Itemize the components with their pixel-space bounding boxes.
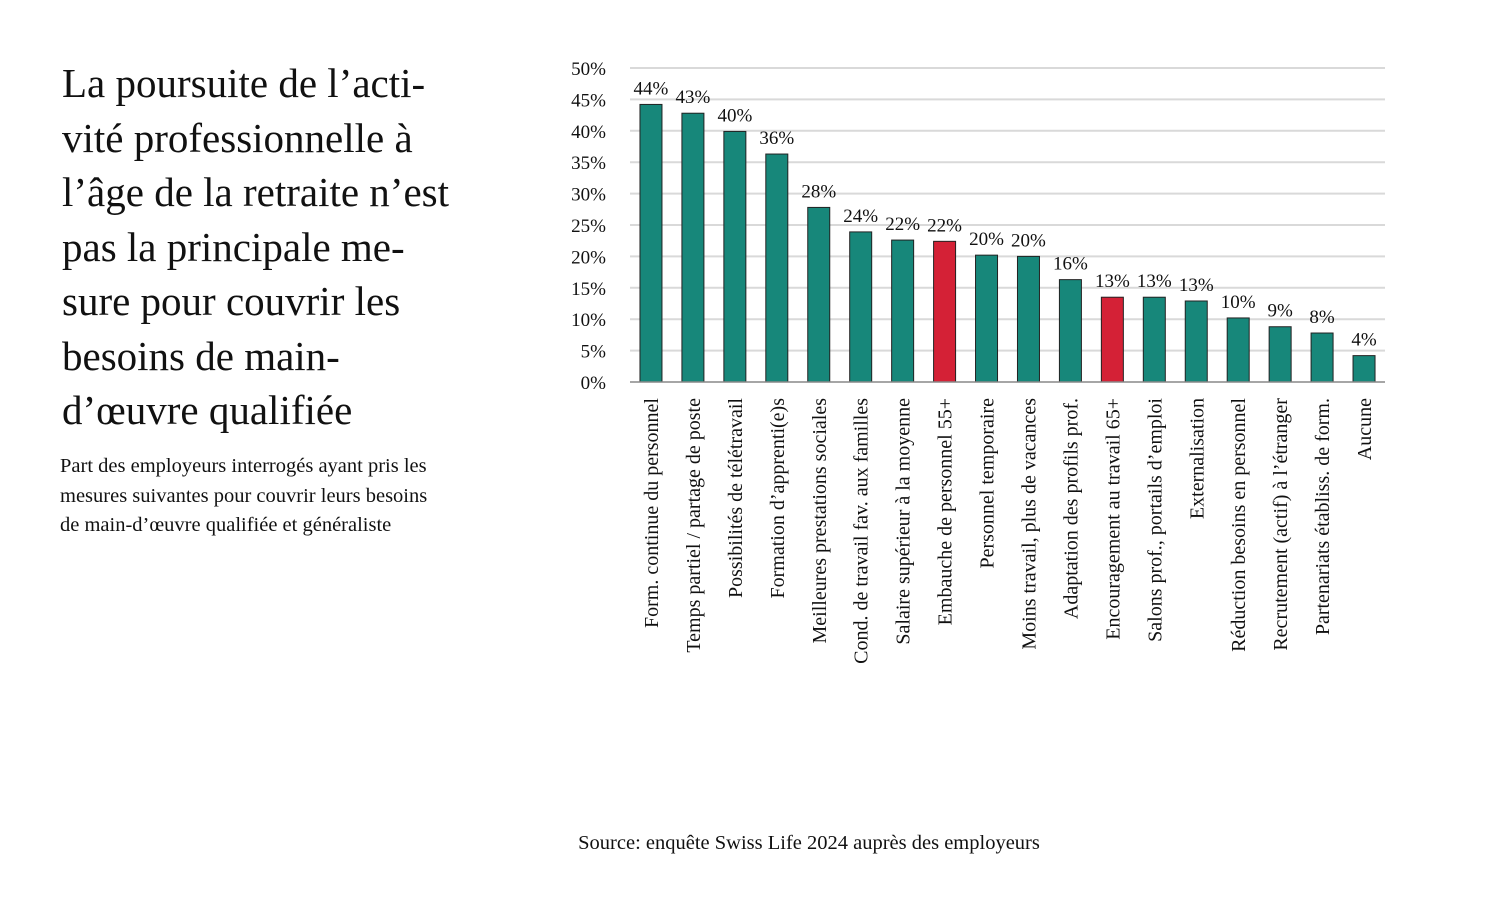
bar-3 <box>723 130 747 383</box>
x-tick-label: Salons prof., portails d’emploi <box>1144 398 1166 642</box>
data-label: 20% <box>1011 230 1046 251</box>
x-tick-label: Moins travail, plus de vacances <box>1018 398 1040 650</box>
x-tick-label: Externalisation <box>1186 398 1208 519</box>
y-tick-label: 30% <box>571 185 606 206</box>
y-tick-label: 50% <box>571 59 606 80</box>
bar-18 <box>1352 355 1376 383</box>
bar-16 <box>1268 326 1292 383</box>
bar-1 <box>639 103 663 383</box>
x-axis-ticks: Form. continue du personnel Temps partiel… <box>641 398 1376 664</box>
data-label: 24% <box>843 206 878 227</box>
y-tick-label: 35% <box>571 153 606 174</box>
x-tick-label: Adaptation des profils prof. <box>1060 398 1082 619</box>
x-tick-label: Formation d’apprenti(e)s <box>767 398 789 599</box>
page-title: La poursuite de l’acti- vité professionn… <box>62 60 449 433</box>
data-label: 36% <box>759 128 794 149</box>
gridlines <box>630 67 1385 352</box>
x-tick-label: Réduction besoins en personnel <box>1228 398 1250 652</box>
data-label: 16% <box>1053 254 1088 275</box>
bar-12 <box>1100 296 1124 383</box>
data-label: 28% <box>801 181 836 202</box>
data-label: 40% <box>717 105 752 126</box>
bar-6 <box>849 231 873 383</box>
y-tick-label: 10% <box>571 310 606 331</box>
x-tick-label: Embauche de personnel 55+ <box>935 398 957 625</box>
x-tick-label: Meilleures prestations sociales <box>809 398 831 644</box>
bar-7 <box>891 239 915 383</box>
x-tick-label: Cond. de travail fav. aux familles <box>851 398 873 664</box>
bar-10 <box>1016 255 1040 383</box>
y-tick-label: 15% <box>571 279 606 300</box>
data-label: 43% <box>676 87 711 108</box>
data-label: 9% <box>1267 301 1293 322</box>
data-label: 20% <box>969 229 1004 250</box>
x-tick-label: Recrutement (actif) à l’étranger <box>1270 398 1292 651</box>
bar-17 <box>1310 332 1334 383</box>
data-label: 13% <box>1095 271 1130 292</box>
bar-2 <box>681 112 705 383</box>
bar-9 <box>975 254 999 383</box>
x-tick-label: Temps partiel / partage de poste <box>683 398 705 653</box>
bar-13 <box>1142 296 1166 383</box>
bar-14 <box>1184 300 1208 383</box>
y-tick-label: 0% <box>581 373 607 394</box>
y-axis-ticks: 0% 5% 10% 15% 20% 25% 30% 35% 40% 45% 50% <box>571 59 606 394</box>
data-label: 13% <box>1137 271 1172 292</box>
x-tick-label: Aucune <box>1354 398 1376 460</box>
bars <box>639 103 1376 383</box>
y-tick-label: 40% <box>571 122 606 143</box>
x-tick-label: Partenariats établiss. de form. <box>1312 398 1334 635</box>
x-tick-label: Possibilités de télétravail <box>725 398 747 598</box>
data-label: 8% <box>1309 307 1335 328</box>
bar-8 <box>933 240 957 383</box>
y-tick-label: 5% <box>581 342 607 363</box>
data-label: 13% <box>1179 275 1214 296</box>
bar-4 <box>765 153 789 383</box>
x-tick-label: Personnel temporaire <box>977 398 999 569</box>
data-label: 22% <box>885 214 920 235</box>
y-tick-label: 20% <box>571 247 606 268</box>
x-tick-label: Form. continue du personnel <box>641 398 663 628</box>
data-label: 10% <box>1221 292 1256 313</box>
bar-11 <box>1058 279 1082 383</box>
source-note: Source: enquête Swiss Life 2024 auprès d… <box>578 832 1040 854</box>
x-tick-label: Salaire supérieur à la moyenne <box>893 398 915 645</box>
data-labels: 44% 43% 40% 36% 28% 24% 22% 22% 20% 20% 16% 13% 13% 1… <box>634 78 1377 350</box>
y-tick-label: 45% <box>571 90 606 111</box>
x-tick-label: Encouragement au travail 65+ <box>1102 398 1124 640</box>
data-label: 22% <box>927 215 962 236</box>
bar-15 <box>1226 317 1250 383</box>
data-label: 44% <box>634 78 669 99</box>
y-tick-label: 25% <box>571 216 606 237</box>
chart-subtitle: Part des employeurs interrogés ayant pri… <box>60 455 428 536</box>
data-label: 4% <box>1351 330 1377 351</box>
bar-5 <box>807 206 831 383</box>
